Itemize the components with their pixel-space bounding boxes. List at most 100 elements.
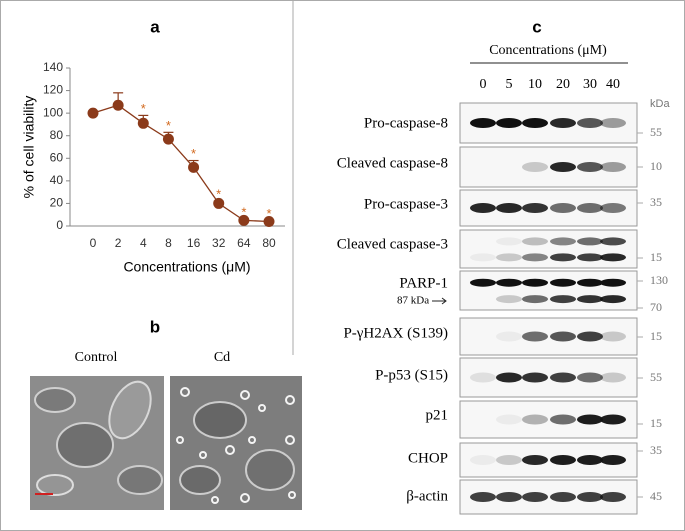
band	[496, 331, 522, 342]
y-tick-label: 0	[56, 218, 63, 232]
marker-label: 130	[650, 273, 668, 287]
band	[577, 118, 603, 128]
y-tick-label: 100	[43, 105, 63, 119]
band	[522, 492, 548, 502]
x-tick-label: 4	[140, 236, 147, 250]
band	[470, 492, 496, 502]
data-point	[137, 117, 149, 129]
annotation: *	[216, 187, 221, 202]
band	[577, 253, 603, 262]
protein-label: Cleaved caspase-3	[337, 236, 448, 252]
data-point	[188, 161, 200, 173]
band	[496, 455, 522, 465]
protein-label: p21	[426, 407, 449, 423]
lane-label: 30	[583, 77, 597, 92]
band	[550, 414, 576, 425]
image-label: Cd	[214, 350, 230, 365]
marker-label: 70	[650, 300, 662, 314]
band	[470, 455, 496, 465]
blot-frame	[459, 229, 638, 269]
marker-label: 35	[650, 195, 662, 209]
band	[577, 492, 603, 502]
band	[600, 492, 626, 502]
band	[550, 203, 576, 213]
band	[600, 372, 626, 383]
band	[496, 118, 522, 128]
band	[522, 253, 548, 262]
protein-label: P-γH2AX (S139)	[343, 325, 448, 341]
band	[550, 492, 576, 502]
band	[550, 295, 576, 304]
band	[522, 203, 548, 213]
data-point	[263, 215, 275, 227]
band	[550, 253, 576, 262]
band	[522, 455, 548, 465]
marker-label: 15	[650, 329, 662, 343]
marker-label: 55	[650, 370, 662, 384]
y-axis-label: % of cell viability	[21, 96, 37, 199]
unit-label: kDa	[650, 98, 670, 110]
data-point	[162, 133, 174, 145]
band	[577, 295, 603, 304]
lane-label: 20	[556, 77, 570, 92]
data-point	[87, 107, 99, 119]
protein-label: β-actin	[406, 488, 448, 504]
x-tick-label: 64	[237, 236, 251, 250]
band	[550, 278, 576, 287]
annotation: *	[166, 118, 171, 133]
y-tick-label: 40	[50, 173, 64, 187]
blot	[459, 479, 638, 515]
protein-label: Pro-caspase-8	[364, 115, 448, 131]
band	[522, 372, 548, 383]
lane-label: 40	[606, 77, 620, 92]
band	[577, 455, 603, 465]
band	[550, 455, 576, 465]
band	[470, 118, 496, 128]
image-label: Control	[75, 350, 118, 365]
band	[600, 118, 626, 128]
lane-label: 5	[506, 77, 513, 92]
annotation: *	[241, 205, 246, 220]
band	[550, 162, 576, 172]
band	[522, 237, 548, 246]
blot	[459, 442, 638, 478]
band	[550, 331, 576, 342]
panel-title: b	[150, 317, 160, 336]
band	[496, 278, 522, 287]
blot	[459, 146, 638, 188]
blot	[459, 357, 638, 398]
lane-label: 0	[480, 77, 487, 92]
band	[577, 162, 603, 172]
band	[600, 253, 626, 262]
band	[600, 278, 626, 287]
band	[496, 414, 522, 425]
annotation: *	[141, 101, 146, 116]
marker-label: 15	[650, 250, 662, 264]
band	[522, 162, 548, 172]
blot-frame	[459, 270, 638, 311]
band	[600, 295, 626, 304]
protein-label: P-p53 (S15)	[375, 367, 448, 383]
band	[577, 372, 603, 383]
x-tick-label: 32	[212, 236, 226, 250]
x-tick-label: 8	[165, 236, 172, 250]
blot-frame	[459, 400, 638, 439]
band	[470, 372, 496, 383]
marker-label: 10	[650, 159, 662, 173]
protein-label: Pro-caspase-3	[364, 196, 448, 212]
band	[600, 162, 626, 172]
y-tick-label: 120	[43, 83, 63, 97]
band	[496, 203, 522, 213]
blot	[459, 229, 638, 269]
protein-label: Cleaved caspase-8	[337, 155, 448, 171]
x-tick-label: 0	[90, 236, 97, 250]
data-point	[213, 197, 225, 209]
protein-label: PARP-1	[399, 275, 448, 291]
band	[522, 414, 548, 425]
y-tick-label: 140	[43, 60, 63, 74]
blot-frame	[459, 357, 638, 398]
blot	[459, 400, 638, 439]
band	[522, 118, 548, 128]
band	[470, 253, 496, 262]
